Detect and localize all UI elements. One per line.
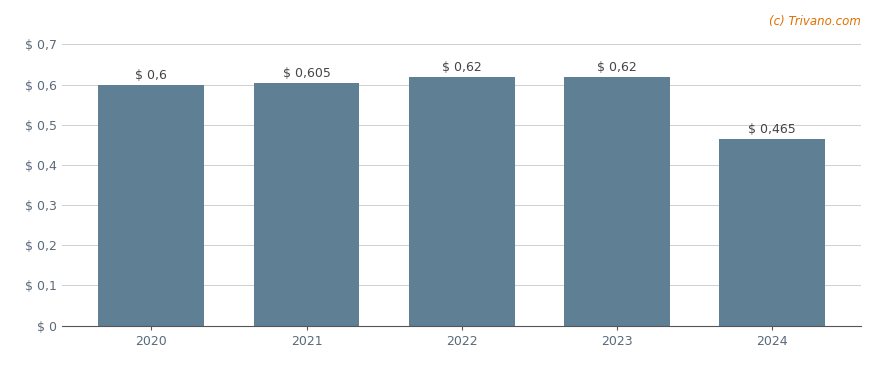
- Text: (c) Trivano.com: (c) Trivano.com: [770, 14, 861, 27]
- Text: $ 0,62: $ 0,62: [597, 61, 637, 74]
- Bar: [99, 85, 204, 326]
- Bar: [719, 139, 825, 326]
- Text: $ 0,605: $ 0,605: [282, 67, 330, 80]
- Text: $ 0,465: $ 0,465: [749, 123, 797, 136]
- Bar: [409, 77, 514, 326]
- Text: $ 0,6: $ 0,6: [135, 69, 167, 82]
- Bar: [254, 83, 360, 326]
- Bar: [564, 77, 670, 326]
- Text: $ 0,62: $ 0,62: [442, 61, 481, 74]
